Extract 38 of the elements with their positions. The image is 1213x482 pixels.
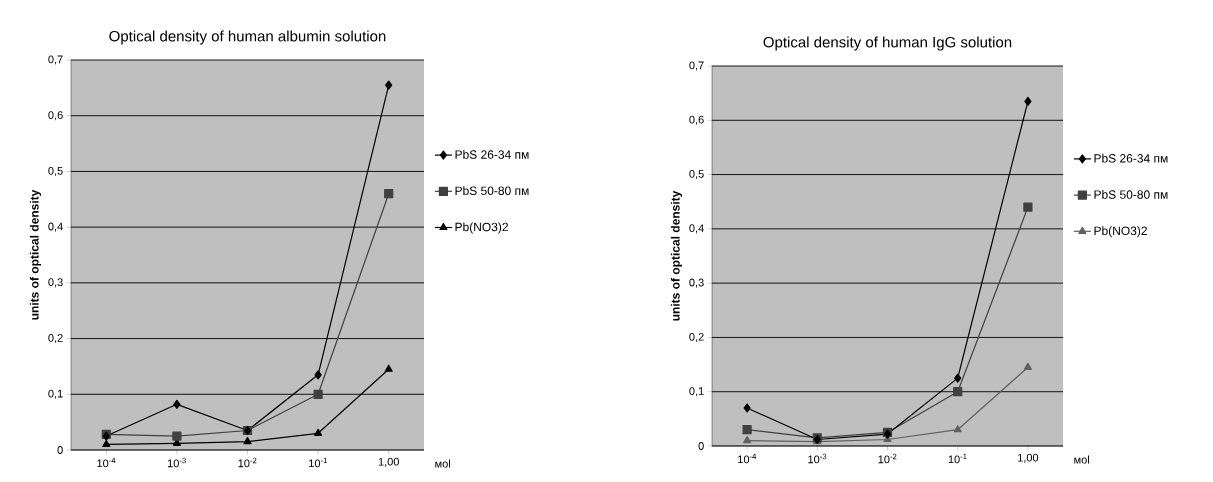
- x-tick-label: 10$^{-4}$: [738, 453, 757, 464]
- legend-label: Pb(NO3)2: [1094, 226, 1147, 238]
- y-tick-label: 0: [698, 442, 704, 450]
- y-tick-label: 0,5: [48, 166, 63, 176]
- y-tick-label: 0,4: [689, 224, 704, 234]
- x-tick-label: 10$^{-4}$: [97, 457, 116, 468]
- y-tick-label: 0,3: [689, 278, 704, 288]
- chart-title: Optical density of human albumin solution: [109, 30, 386, 45]
- legend-label: PbS 26-34 пм: [455, 150, 529, 159]
- x-axis-title: моl: [435, 459, 450, 468]
- y-axis-title: units of optical density: [670, 190, 683, 321]
- x-tick-label: 10$^{-2}$: [238, 457, 257, 468]
- x-axis-title: моl: [1074, 455, 1089, 464]
- legend-label: PbS 26-34 пм: [1094, 153, 1168, 163]
- y-tick-label: 0,1: [689, 387, 704, 397]
- x-tick-label: 1,00: [378, 457, 399, 467]
- y-tick-label: 0,5: [689, 170, 704, 180]
- y-tick-label: 0,2: [48, 334, 63, 344]
- x-tick-label: 1,00: [1018, 453, 1039, 463]
- x-tick-label: 10$^{-3}$: [167, 457, 186, 468]
- chart-title: Optical density of human IgG solution: [763, 36, 1012, 51]
- x-tick-label: 10$^{-2}$: [878, 453, 897, 464]
- legend-label: PbS 50-80 пм: [1094, 190, 1168, 199]
- legend-label: Pb(NO3)2: [455, 222, 508, 234]
- y-tick-label: 0,7: [48, 55, 63, 65]
- y-tick-label: 0,4: [48, 222, 63, 232]
- y-tick-label: 0: [57, 446, 63, 454]
- x-tick-label: 10$^{-3}$: [808, 453, 827, 464]
- y-tick-label: 0,6: [689, 115, 704, 125]
- y-tick-label: 0,2: [689, 332, 704, 342]
- legend-label: PbS 50-80 пм: [455, 186, 529, 196]
- y-tick-label: 0,6: [48, 111, 63, 121]
- x-tick-label: 10$^{-1}$: [948, 453, 967, 464]
- y-tick-label: 0,7: [689, 61, 704, 71]
- y-axis-title: units of optical density: [29, 189, 42, 320]
- x-tick-label: 10$^{-1}$: [309, 457, 328, 468]
- y-tick-label: 0,1: [48, 389, 63, 399]
- y-tick-label: 0,3: [48, 278, 63, 288]
